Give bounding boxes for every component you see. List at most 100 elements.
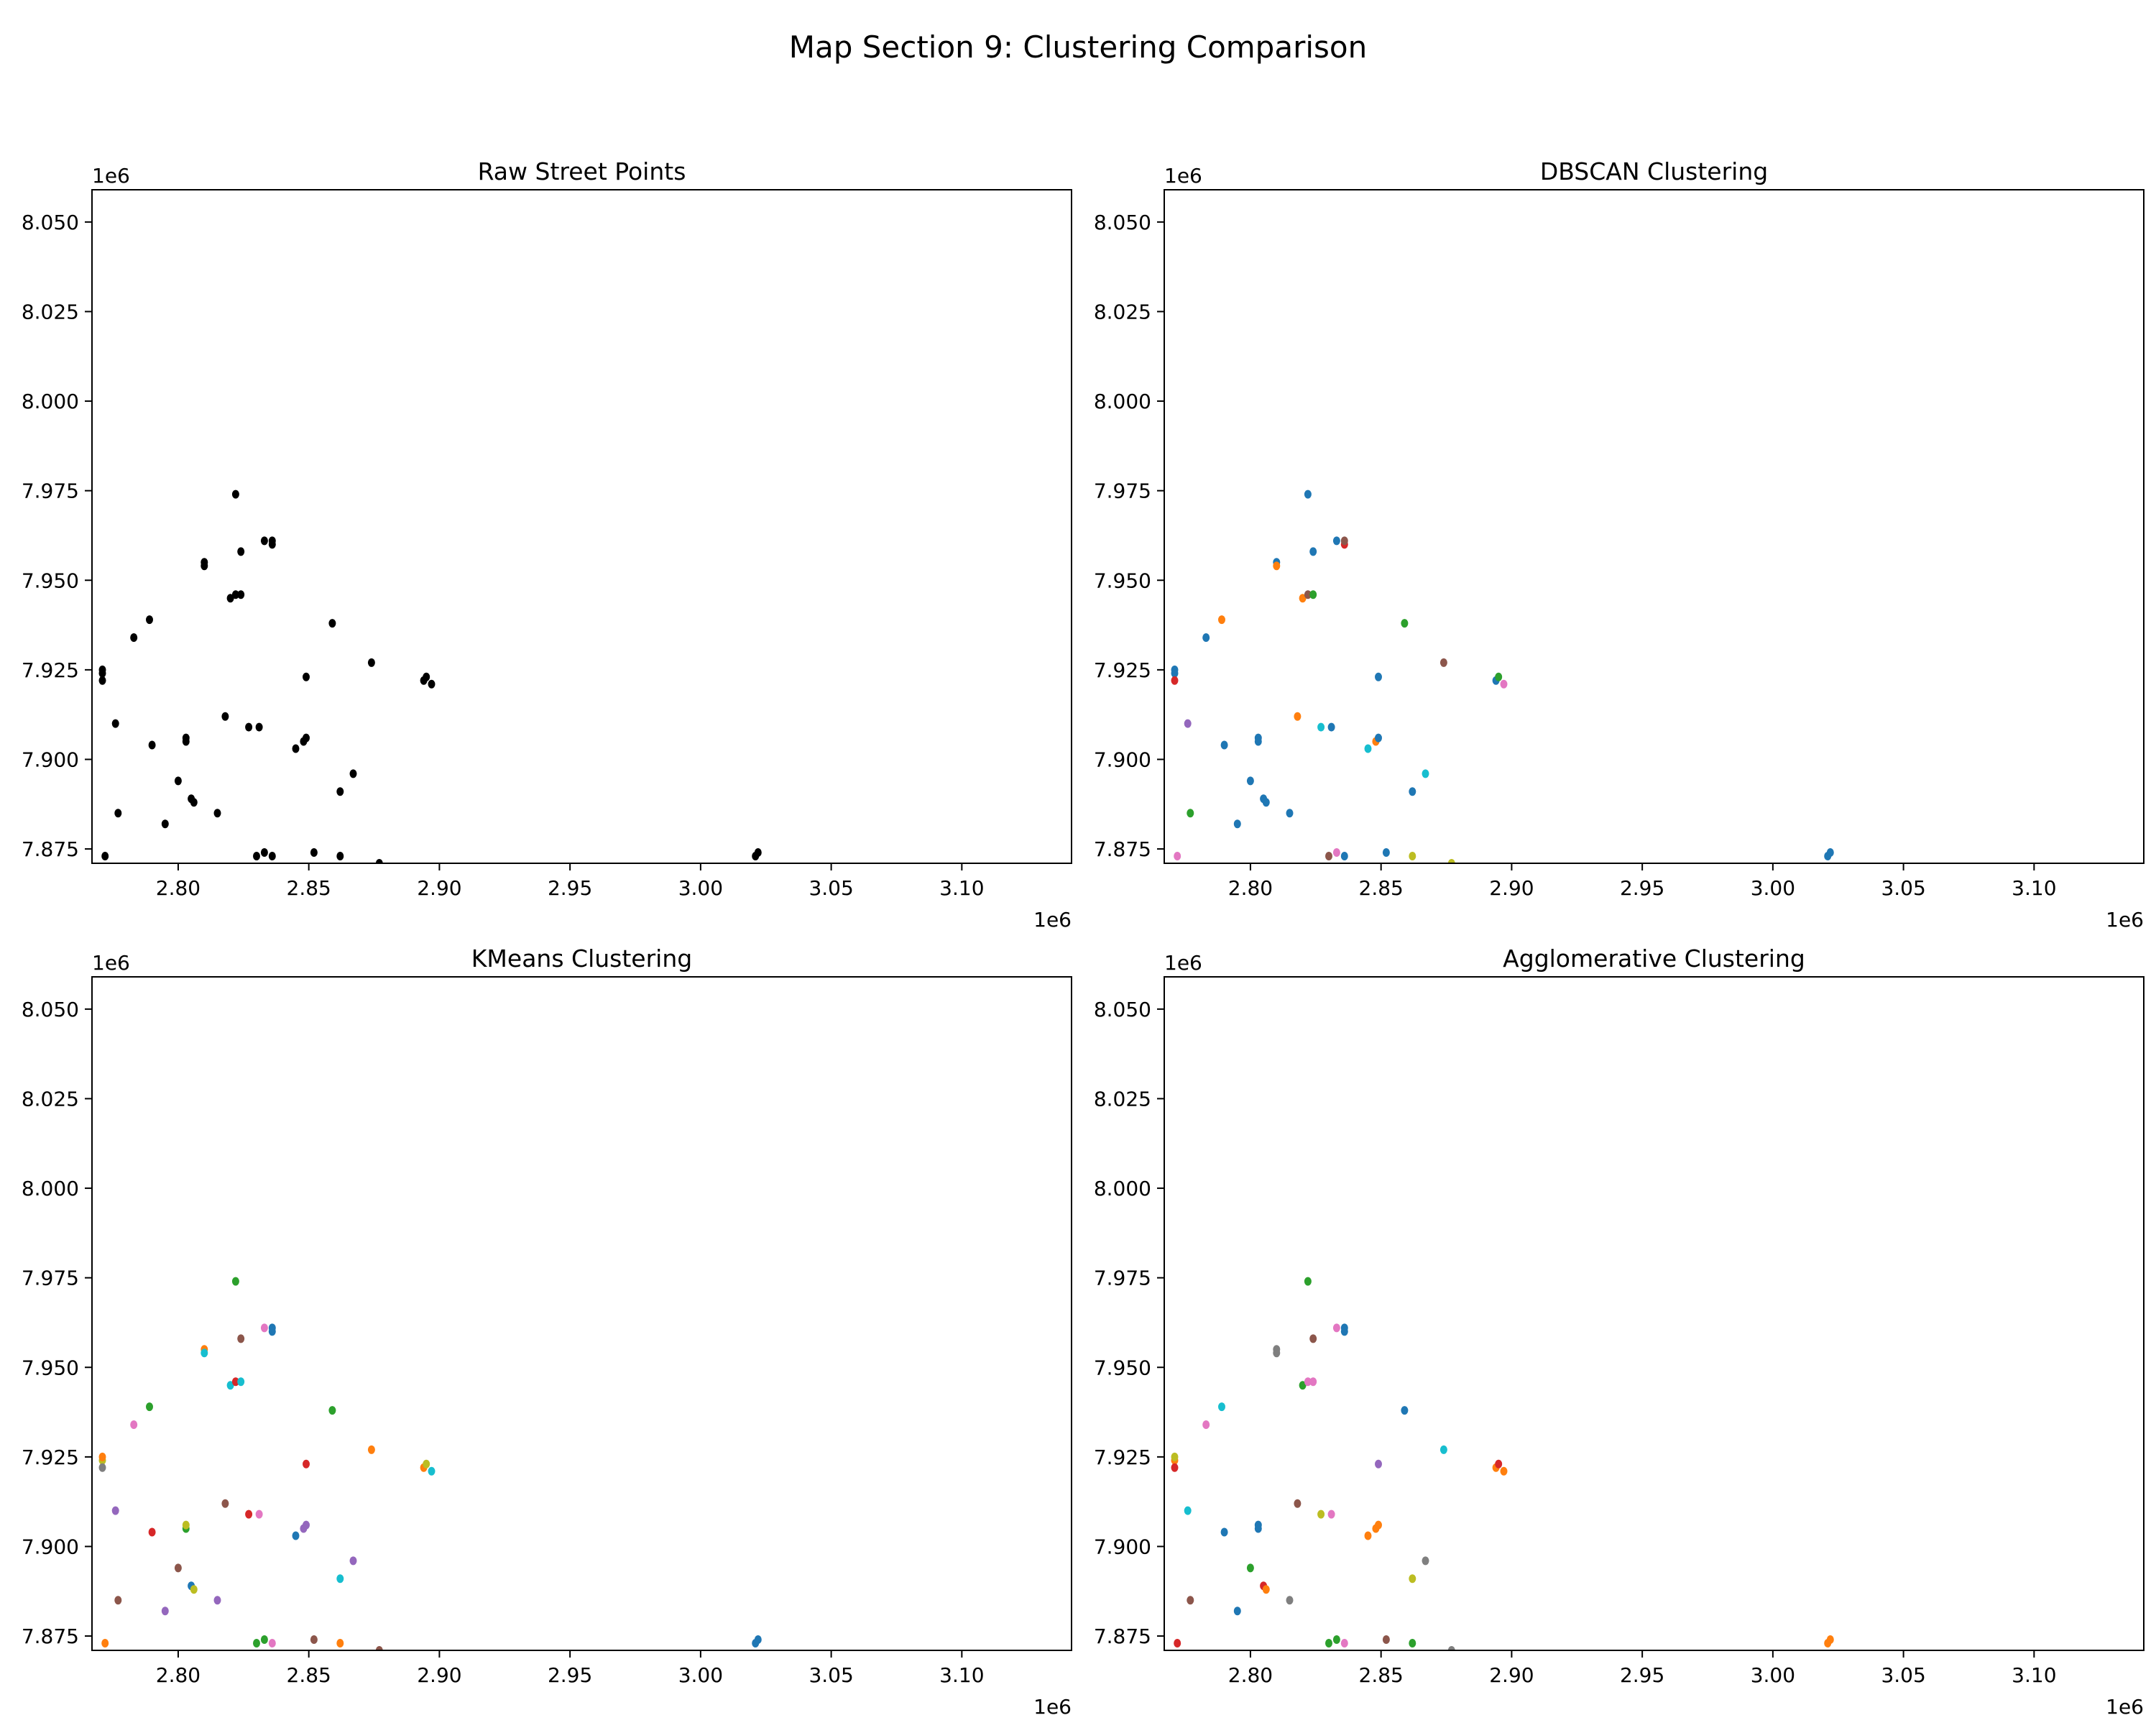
x-tick-label: 2.80 [1228,1663,1273,1687]
data-point [114,1596,122,1605]
axes-frame [1164,189,2145,864]
data-point [146,615,153,625]
data-point [1309,1334,1317,1343]
y-offset-label: 1e6 [1164,951,1202,975]
data-point [1273,561,1281,571]
x-tick-label: 3.00 [1751,876,1795,900]
y-tick-label: 7.975 [22,479,79,503]
data-point [98,665,106,674]
data-point [1304,1377,1312,1387]
data-point [1174,1639,1181,1647]
panel-title: KMeans Clustering [471,945,692,973]
data-point [253,1639,260,1647]
data-point [1375,672,1382,681]
panels: Raw Street Points 2.80 2.85 2.90 2.95 3.00 3.0… [22,157,2145,1719]
data-point [182,1520,190,1530]
data-point [1187,809,1194,818]
x-tick-label: 2.80 [156,876,201,900]
y-tick-label: 7.975 [1094,479,1151,503]
data-point [1327,1509,1335,1519]
data-point [253,852,260,860]
data-point [336,1574,344,1584]
data-point [423,1459,430,1469]
x-tick-label: 3.10 [2012,876,2056,900]
data-point [1332,848,1340,857]
y-tick-label: 7.950 [22,1356,79,1379]
panel-3: KMeans Clustering 2.80 2.85 2.90 2.95 3.00 3.0… [22,945,1072,1719]
y-tick-label: 7.975 [22,1267,79,1290]
y-tick-label: 7.875 [22,837,79,861]
data-point [221,1499,229,1508]
data-point [245,1509,253,1519]
data-point [1294,712,1302,721]
data-point [1184,1506,1192,1515]
data-point [268,536,276,546]
data-point [1218,1402,1225,1412]
points-layer [98,490,762,863]
x-offset-label: 1e6 [2106,1695,2144,1719]
x-tick-label: 3.10 [939,1663,984,1687]
data-point [1171,665,1179,674]
data-point [303,672,310,681]
y-tick-label: 8.000 [22,390,79,413]
data-point [303,1520,310,1530]
x-tick-label: 2.85 [1359,1663,1404,1687]
x-tick-label: 3.00 [678,876,723,900]
data-point [1826,1635,1834,1644]
y-tick-label: 8.025 [1094,300,1151,323]
y-tick-label: 7.950 [1094,569,1151,592]
panel-title: DBSCAN Clustering [1540,157,1768,185]
data-point [1826,848,1834,857]
data-point [1262,798,1270,807]
data-point [201,1348,208,1358]
data-point [237,547,245,556]
data-point [260,1635,268,1644]
x-tick-label: 3.10 [2012,1663,2056,1687]
x-tick-label: 3.10 [939,876,984,900]
data-point [428,679,436,689]
data-point [1332,536,1340,546]
data-point [1246,776,1254,786]
y-tick-label: 8.025 [22,1087,79,1111]
data-point [428,1466,436,1476]
data-point [1375,733,1382,743]
panel-2: DBSCAN Clustering 2.80 2.85 2.90 2.95 3.00 3.0… [1094,157,2145,932]
axes-frame [91,189,1072,864]
y-tick-label: 8.050 [1094,998,1151,1021]
x-tick-label: 3.05 [1881,876,1925,900]
y-tick-label: 7.875 [1094,837,1151,861]
y-tick-label: 8.000 [22,1177,79,1200]
data-point [1220,1527,1228,1537]
x-tick-label: 2.85 [287,876,331,900]
data-point [1447,859,1455,863]
data-point [1171,1463,1179,1472]
data-point [336,1639,344,1647]
x-tick-label: 2.80 [156,1663,201,1687]
data-point [255,1509,263,1519]
data-point [161,1607,169,1616]
data-point [1500,679,1508,689]
panel-4: Agglomerative Clustering 2.80 2.85 2.90 2.95… [1094,945,2145,1719]
data-point [303,1459,310,1469]
data-point [1304,1277,1312,1286]
data-point [201,561,208,571]
data-point [1340,852,1348,860]
data-point [1317,1509,1325,1519]
x-tick-label: 2.95 [1620,876,1664,900]
data-point [310,1635,318,1644]
data-point [101,1639,109,1647]
data-point [1447,1646,1455,1650]
data-point [98,1452,106,1461]
data-point [1187,1596,1194,1605]
data-point [260,536,268,546]
data-point [226,1381,234,1390]
data-point [161,819,169,829]
data-point [1327,722,1335,732]
data-point [1309,547,1317,556]
data-point [336,787,344,796]
data-point [367,658,375,667]
panel-title: Agglomerative Clustering [1503,945,1805,973]
data-point [1299,594,1307,603]
data-point [1500,1466,1508,1476]
x-offset-label: 1e6 [2106,908,2144,932]
